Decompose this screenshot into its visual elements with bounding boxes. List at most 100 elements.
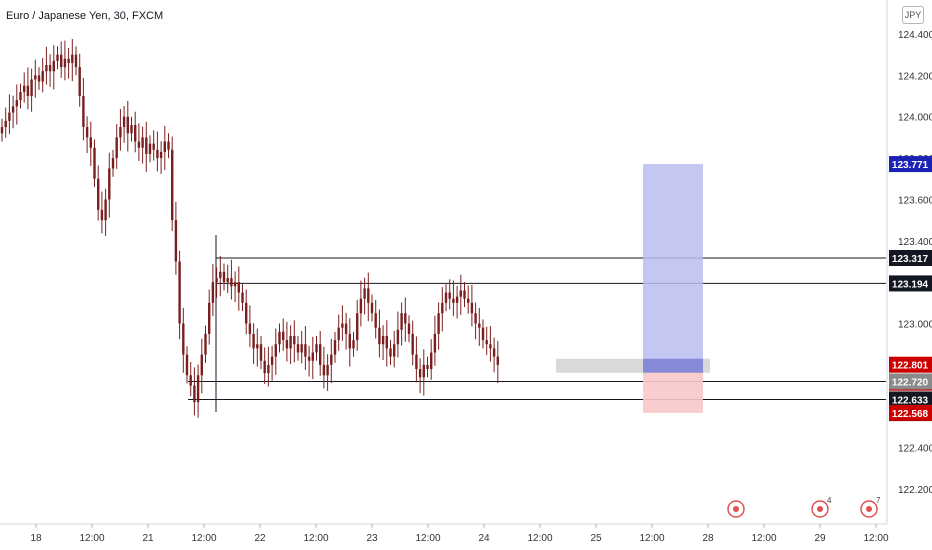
candle-body <box>4 120 7 128</box>
candle-body <box>344 323 348 334</box>
candle-body <box>100 209 104 221</box>
candle-body <box>330 354 333 365</box>
time-tick-label: 12:00 <box>303 533 328 544</box>
candle-body <box>111 158 115 169</box>
candle-body <box>411 333 414 355</box>
entry-price-badge: 122.801 <box>892 361 929 372</box>
candle-body <box>311 352 314 361</box>
candle-body <box>71 54 74 63</box>
candle-body <box>137 141 141 148</box>
event-dot-icon <box>733 506 739 512</box>
candle-body <box>319 344 322 365</box>
candle-body <box>19 91 22 101</box>
candle-body <box>222 271 226 283</box>
candle-body <box>152 143 155 150</box>
target-price-badge: 123.771 <box>892 160 929 171</box>
candle-body <box>426 364 429 370</box>
current-price-badge: 122.720 <box>892 377 929 388</box>
candle-body <box>178 261 181 324</box>
candle-body <box>67 58 70 63</box>
candle-body <box>48 65 52 72</box>
candle-body <box>400 313 403 330</box>
level-price-badge-bg <box>889 249 932 266</box>
candle-body <box>167 141 170 150</box>
price-tick-label: 124.400 <box>898 30 932 41</box>
event-count: 4 <box>827 496 832 505</box>
candle-body <box>148 143 152 154</box>
candle-body <box>193 385 196 403</box>
price-tick-label: 123.600 <box>898 195 932 206</box>
candle-body <box>252 333 255 349</box>
candle-body <box>263 360 266 374</box>
candle-body <box>82 96 85 128</box>
event-marker[interactable]: 7 <box>860 496 881 518</box>
event-marker[interactable]: 4 <box>811 496 832 518</box>
candle-body <box>452 298 455 303</box>
event-count: 7 <box>876 496 881 505</box>
current-price-badge-bg <box>889 373 932 390</box>
price-axis-labels: 123.771123.317123.194122.633122.567122.8… <box>889 156 932 422</box>
candle-body <box>85 127 89 138</box>
level-price-badge: 123.194 <box>892 279 929 290</box>
candle-body <box>119 127 122 138</box>
price-tick-label: 122.400 <box>898 444 932 455</box>
candle-body <box>326 364 329 376</box>
candle-body <box>293 335 296 345</box>
candle-body <box>274 344 277 357</box>
time-tick-label: 12:00 <box>751 533 776 544</box>
time-tick-label: 12:00 <box>79 533 104 544</box>
candle-body <box>108 168 111 200</box>
time-tick-label: 12:00 <box>191 533 216 544</box>
candle-body <box>174 220 178 262</box>
currency-button[interactable]: JPY <box>902 6 924 24</box>
candle-body <box>415 354 418 370</box>
candle-body <box>115 137 118 159</box>
event-dot-icon <box>866 506 872 512</box>
price-tick-label: 124.200 <box>898 71 932 82</box>
candle-body <box>41 71 44 82</box>
candle-body <box>56 54 59 61</box>
candle-body <box>430 352 433 370</box>
stop-zone[interactable] <box>643 364 703 413</box>
candle-body <box>45 65 48 72</box>
candle-body <box>437 313 440 334</box>
candle-body <box>304 344 307 357</box>
candle-body <box>389 348 392 357</box>
candle-body <box>23 85 26 92</box>
candle-body <box>278 331 281 345</box>
time-axis[interactable]: 18 12:00 21 12:00 22 12:00 23 12:00 24 12:00 25 12:… <box>30 524 889 544</box>
candle-body <box>485 340 488 345</box>
candle-body <box>448 292 451 299</box>
candle-body <box>130 125 133 134</box>
level-price-badge-bg <box>889 391 932 408</box>
candle-body <box>182 323 185 355</box>
candle-body <box>433 333 437 353</box>
candle-body <box>478 323 481 328</box>
event-marker[interactable] <box>727 500 745 518</box>
target-zone[interactable] <box>643 164 703 365</box>
time-tick-label: 21 <box>142 533 154 544</box>
candle-body <box>463 290 466 299</box>
candle-body <box>418 369 422 378</box>
candle-body <box>63 58 67 68</box>
horizontal-levels[interactable] <box>188 235 886 412</box>
candle-body <box>374 313 377 328</box>
candle-body <box>307 356 311 361</box>
candle-body <box>245 302 248 324</box>
candle-body <box>37 75 41 82</box>
candle-body <box>104 199 107 221</box>
level-price-badge-bg <box>889 275 932 292</box>
candle-body <box>407 323 411 334</box>
candle-body <box>159 151 163 159</box>
candle-body <box>489 344 492 349</box>
position-zones[interactable] <box>556 164 710 413</box>
candle-body <box>282 331 285 341</box>
candle-body <box>363 288 366 299</box>
candle-body <box>256 344 259 349</box>
candle-body <box>289 335 292 349</box>
candle-body <box>455 296 459 303</box>
price-tick-label: 122.200 <box>898 485 932 496</box>
candle-body <box>481 327 485 341</box>
